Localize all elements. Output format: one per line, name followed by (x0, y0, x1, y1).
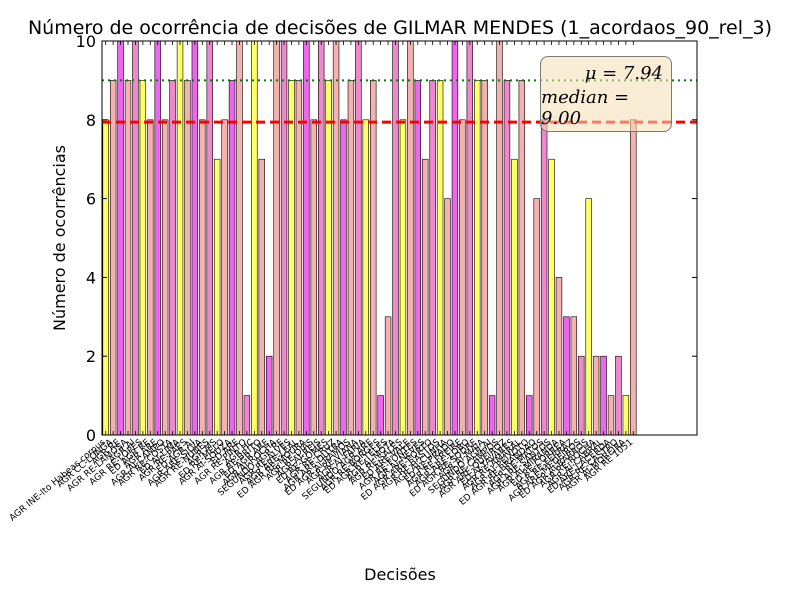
stats-median-text: median = 9.00 (541, 87, 630, 129)
bar (370, 80, 377, 436)
bar (317, 40, 325, 436)
bar (243, 395, 251, 436)
bar (258, 158, 265, 436)
bar (496, 40, 503, 436)
bar (117, 40, 124, 436)
y-tick-label: 10 (76, 32, 96, 51)
bar (303, 40, 310, 436)
bar (184, 80, 191, 436)
bar (199, 119, 206, 436)
bar (288, 80, 295, 436)
bar (161, 119, 169, 436)
y-tick-label: 2 (86, 347, 96, 366)
bar (377, 395, 384, 436)
y-axis-ticks: 0 2 4 6 8 10 (76, 32, 697, 445)
bar (392, 40, 399, 436)
bar (362, 119, 369, 436)
bar (600, 355, 607, 436)
bar (384, 316, 392, 436)
bar (280, 40, 288, 436)
chart-title: Número de ocorrência de decisões de GILM… (28, 17, 772, 39)
bar (355, 40, 362, 436)
y-tick-label: 8 (86, 111, 96, 130)
bar (407, 40, 414, 436)
bar (555, 277, 563, 436)
bar (444, 198, 451, 436)
bar (436, 80, 444, 436)
bar (511, 158, 518, 436)
bar (206, 40, 213, 436)
bar (265, 355, 273, 436)
bar (347, 80, 355, 436)
y-axis-label: Número de ocorrências (50, 145, 69, 331)
bar (459, 119, 466, 436)
plot-frame (101, 40, 698, 436)
bar (570, 316, 578, 436)
bar (147, 119, 154, 436)
y-tick-label: 6 (86, 190, 96, 209)
bar (154, 40, 161, 436)
bar (340, 119, 347, 436)
stats-mean-text: μ = 7.94 (584, 63, 663, 84)
bar (124, 80, 132, 436)
bar (191, 40, 199, 436)
y-tick-label: 4 (86, 268, 96, 287)
bar (451, 40, 459, 436)
bar (630, 119, 637, 436)
bar (585, 198, 592, 436)
bar (540, 119, 548, 436)
bar (518, 80, 526, 436)
bar (578, 355, 585, 436)
bar (503, 80, 511, 436)
bar (488, 395, 496, 436)
bar (399, 119, 407, 436)
bar (221, 119, 228, 436)
bar (466, 40, 474, 436)
bar (325, 80, 332, 436)
bar (169, 80, 176, 436)
bar (592, 355, 600, 436)
bar (228, 80, 236, 436)
bars-layer (102, 40, 637, 436)
bar (251, 40, 258, 436)
bar (429, 80, 436, 436)
bar (310, 119, 317, 436)
bar (139, 80, 147, 436)
bar (213, 158, 221, 436)
bar (273, 40, 280, 436)
bar (295, 80, 303, 436)
bar (109, 80, 117, 436)
bar (414, 80, 421, 436)
bar (236, 40, 243, 436)
bar (563, 316, 570, 436)
bar (422, 158, 429, 436)
bar (548, 158, 555, 436)
bar (533, 198, 540, 436)
bar (481, 80, 488, 436)
bar (132, 40, 139, 436)
bar (474, 80, 481, 436)
bar (615, 355, 622, 436)
bar (607, 395, 615, 436)
bar (622, 395, 630, 436)
bar (526, 395, 533, 436)
y-tick-label: 0 (86, 426, 96, 445)
x-axis-label: Decisões (364, 565, 436, 584)
bar (176, 40, 184, 436)
bar (332, 40, 340, 436)
stats-box: μ = 7.94 median = 9.00 (540, 56, 672, 132)
